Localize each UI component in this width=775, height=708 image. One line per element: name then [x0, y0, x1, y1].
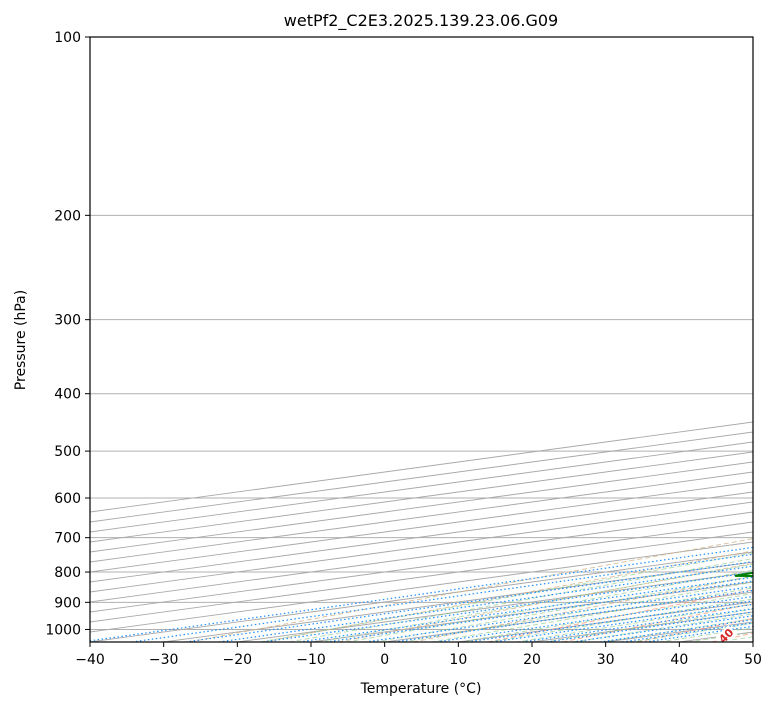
x-tick-label: 40 [670, 652, 688, 668]
isotherm-line [90, 521, 753, 613]
y-tick-label: 200 [54, 208, 81, 224]
y-tick-label: 800 [54, 565, 81, 581]
mixing-ratio-line [522, 608, 753, 642]
isotherm-label-background [715, 625, 738, 642]
dry-adiabat-line [188, 538, 753, 642]
isotherm-line [90, 481, 753, 573]
y-axis-title: Pressure (hPa) [13, 290, 29, 390]
isotherm-line [90, 451, 753, 543]
isotherm-line [90, 461, 753, 553]
moist-adiabat-lines [257, 552, 753, 642]
x-tick-label: −20 [223, 652, 253, 668]
plot-area: 0.10.20.40.611.52346810131620253036-100-… [90, 37, 753, 642]
x-tick-label: 50 [744, 652, 762, 668]
mixing-ratio-line [492, 603, 753, 642]
mixing-ratio-line [467, 600, 753, 642]
mixing-ratio-line [90, 546, 753, 642]
y-tick-label: 1000 [45, 622, 81, 638]
isotherm-line [90, 501, 753, 593]
moist-adiabat-line [315, 563, 753, 642]
y-tick-label: 900 [54, 595, 81, 611]
moist-adiabat-line [456, 593, 753, 642]
y-tick-label: 100 [54, 30, 81, 46]
pressure-gridlines [90, 37, 753, 630]
y-tick-label: 500 [54, 444, 81, 460]
isotherm-line [90, 511, 753, 603]
x-tick-label: 30 [597, 652, 615, 668]
axis-ticks: −40 −30 −20 −10 0 10 20 30 40 50 100 200 300 400 500 60… [45, 30, 762, 668]
chart-title: wetPf2_C2E3.2025.139.23.06.G09 [284, 11, 558, 31]
x-tick-label: 10 [449, 652, 467, 668]
x-axis-title: Temperature (°C) [360, 681, 482, 697]
x-tick-label: 0 [380, 652, 389, 668]
mixing-ratio-line [436, 595, 753, 642]
x-tick-label: −10 [296, 652, 326, 668]
x-tick-label: 20 [523, 652, 541, 668]
mixing-ratio-line [131, 553, 753, 642]
isotherm-lines [90, 421, 753, 642]
y-tick-label: 700 [54, 531, 81, 547]
isotherm-line [90, 531, 753, 623]
mixing-ratio-lines [90, 546, 753, 642]
mixing-ratio-line [185, 561, 753, 642]
moist-adiabat-line [343, 569, 753, 642]
isotherm-line [90, 491, 753, 583]
dry-adiabat-lines [188, 538, 753, 642]
x-tick-label: −40 [75, 652, 105, 668]
y-tick-label: 400 [54, 387, 81, 403]
isotherm-line [90, 471, 753, 563]
x-tick-label: −30 [149, 652, 179, 668]
moist-adiabat-line [400, 581, 753, 642]
y-tick-label: 300 [54, 313, 81, 329]
plot-frame [89, 36, 754, 643]
y-tick-label: 600 [54, 491, 81, 507]
